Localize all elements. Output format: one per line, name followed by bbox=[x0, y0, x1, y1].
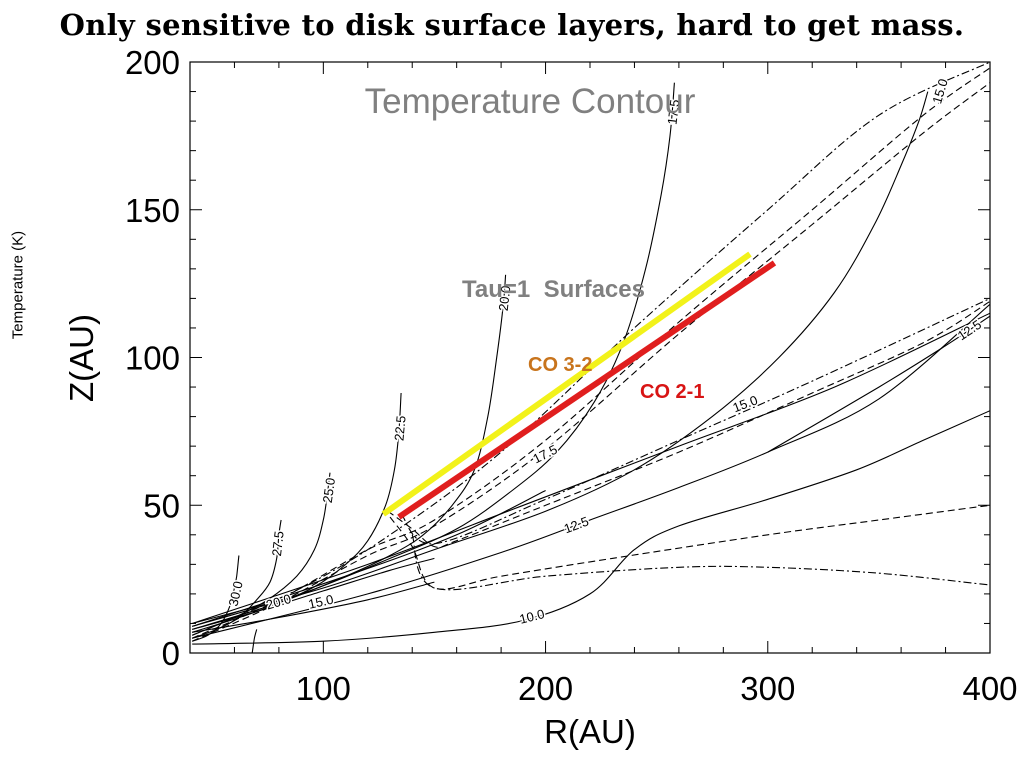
co-3-2-label: CO 3-2 bbox=[528, 354, 592, 376]
dashed-line-1 bbox=[191, 82, 990, 642]
contour-line-14 bbox=[251, 629, 258, 653]
y-axis-label: Z(AU) bbox=[63, 314, 100, 402]
contour-label-6: 15.0 bbox=[929, 77, 951, 106]
dashed-lines bbox=[191, 67, 990, 642]
y-tick-label: 50 bbox=[143, 487, 180, 524]
dashed-line-2 bbox=[387, 300, 990, 549]
contour-line-6 bbox=[192, 91, 929, 625]
contour-line-9 bbox=[192, 581, 435, 633]
x-tick-label: 100 bbox=[296, 670, 351, 707]
dashdot-line-1 bbox=[400, 297, 990, 545]
contour-line-8 bbox=[192, 557, 435, 630]
x-axis-label: R(AU) bbox=[544, 713, 636, 750]
axes: 100 200 300 400 0 50 100 150 200 bbox=[125, 44, 1018, 707]
chart-title: Temperature Contour bbox=[365, 82, 696, 121]
dashed-line-0 bbox=[191, 67, 990, 639]
contour-label-0: 30.0 bbox=[226, 580, 246, 608]
dashdot-lines bbox=[191, 62, 990, 636]
contour-line-7 bbox=[192, 312, 990, 625]
contour-line-3 bbox=[192, 392, 402, 633]
series-line-co-3-2 bbox=[381, 251, 752, 517]
y-tick-label: 200 bbox=[125, 44, 180, 81]
y-tick-label: 100 bbox=[125, 340, 180, 377]
contour-line-10 bbox=[192, 490, 546, 627]
dashdot-line-0 bbox=[191, 62, 990, 636]
contour-line-0 bbox=[192, 555, 240, 642]
contour-line-11 bbox=[192, 303, 990, 639]
y-tick-label: 150 bbox=[125, 192, 180, 229]
tau-surfaces-label: Tau=1 Surfaces bbox=[462, 276, 645, 303]
tau-surface-lines bbox=[381, 251, 777, 520]
contour-label-1: 27.5 bbox=[269, 530, 287, 557]
contour-label-7: 15.0 bbox=[731, 392, 760, 415]
x-tick-label: 400 bbox=[962, 670, 1017, 707]
series-line-co-2-1 bbox=[397, 260, 777, 520]
dashed-line-3 bbox=[389, 504, 990, 590]
contour-line-12 bbox=[767, 315, 990, 453]
x-tick-label: 200 bbox=[518, 670, 573, 707]
contour-label-4: 20.0 bbox=[496, 285, 514, 312]
contour-label-13: 10.0 bbox=[518, 606, 546, 627]
contour-label-9: 15.0 bbox=[307, 592, 335, 612]
co-2-1-label: CO 2-1 bbox=[640, 381, 704, 403]
contour-label-5: 17.5 bbox=[664, 99, 682, 126]
dashdot-line-2 bbox=[411, 534, 990, 591]
contour-label-8: 20.0 bbox=[264, 591, 293, 613]
contour-label-3: 22.5 bbox=[391, 415, 408, 442]
x-tick-label: 300 bbox=[740, 670, 795, 707]
contour-label-11: 12.5 bbox=[562, 514, 591, 537]
y-tick-label: 0 bbox=[162, 635, 180, 672]
contour-line-1 bbox=[192, 519, 282, 639]
contour-label-2: 25.0 bbox=[320, 477, 338, 504]
slide-headline: Only sensitive to disk surface layers, h… bbox=[59, 8, 965, 42]
contour-label-12: 12.5 bbox=[955, 317, 984, 344]
